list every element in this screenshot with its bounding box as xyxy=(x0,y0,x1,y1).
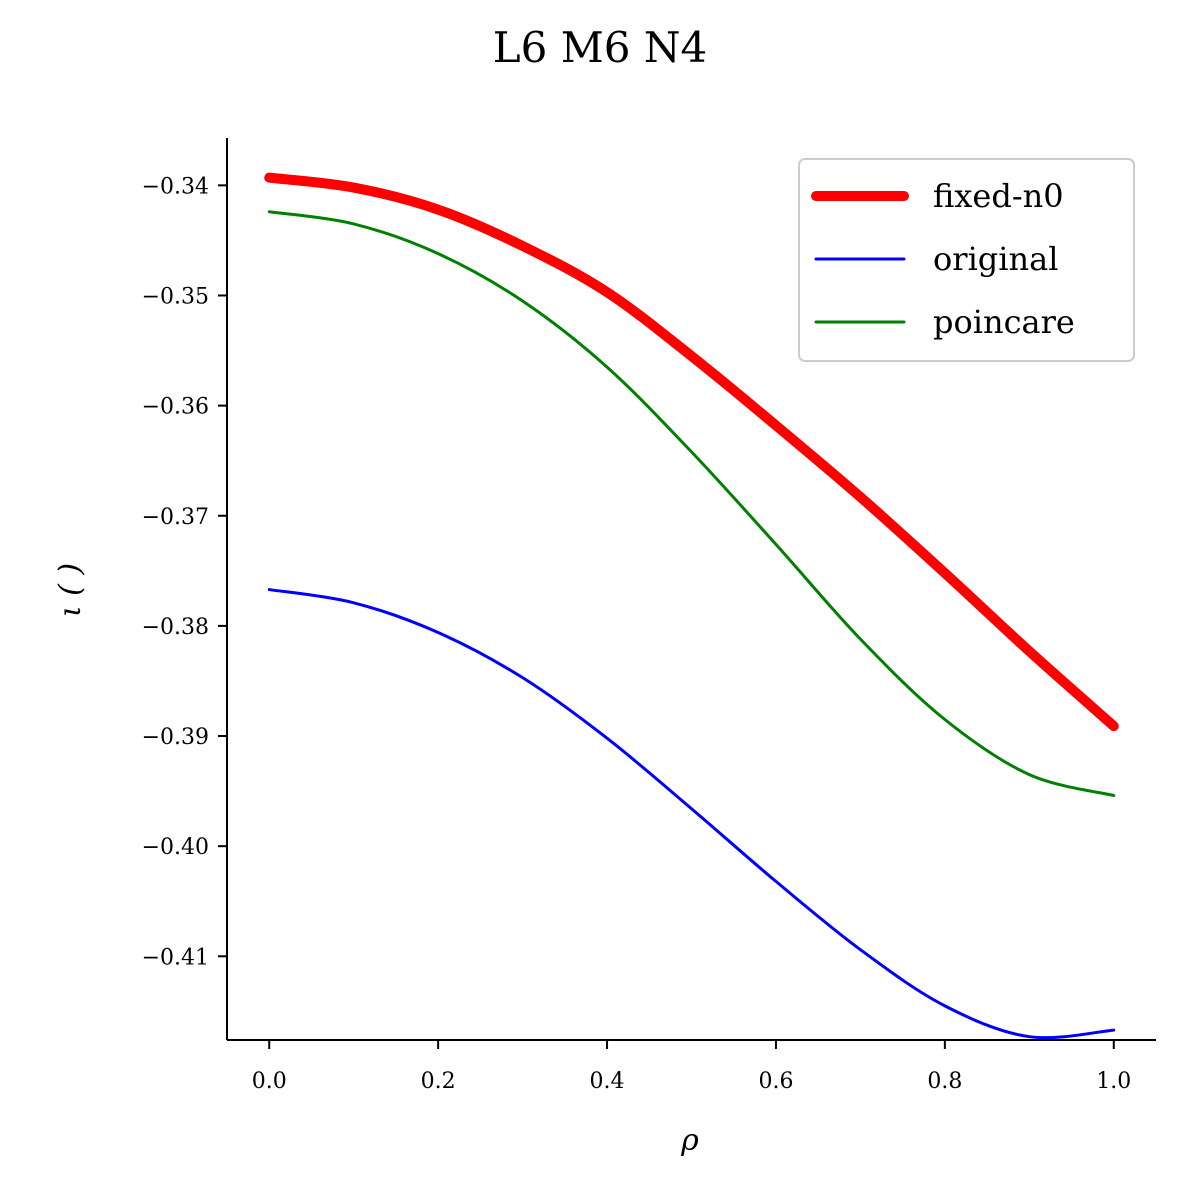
x-tick-label: 1.0 xyxy=(1096,1069,1131,1094)
x-tick-label: 0.4 xyxy=(590,1069,625,1094)
legend-label: fixed-n0 xyxy=(933,177,1064,215)
plot-area xyxy=(264,172,1119,1040)
legend-label: original xyxy=(933,240,1058,278)
y-tick-label: −0.39 xyxy=(142,725,209,750)
y-axis-label: ι ( ) xyxy=(53,563,88,617)
series-line-fixed-n0 xyxy=(264,172,1119,732)
x-tick-label: 0.2 xyxy=(421,1069,456,1094)
chart-title: L6 M6 N4 xyxy=(493,23,708,72)
series-line-poincare xyxy=(267,210,1116,797)
y-axis-ticks: −0.34 −0.35 −0.36 −0.37 −0.38 −0.39 −0.40 −0.41 xyxy=(142,174,227,970)
x-axis-ticks: 0.0 0.2 0.4 0.6 0.8 1.0 xyxy=(252,1040,1131,1094)
y-tick-label: −0.41 xyxy=(142,945,209,970)
series-line-original xyxy=(267,588,1116,1040)
legend-box xyxy=(798,158,1135,362)
legend-items: fixed-n0 original poincare xyxy=(811,177,1075,341)
y-tick-label: −0.38 xyxy=(142,615,209,640)
x-tick-label: 0.6 xyxy=(758,1069,793,1094)
y-tick-label: −0.34 xyxy=(142,174,209,199)
x-tick-label: 0.8 xyxy=(927,1069,962,1094)
y-tick-label: −0.35 xyxy=(142,284,209,309)
legend-label: poincare xyxy=(933,303,1075,341)
y-tick-label: −0.40 xyxy=(142,835,209,860)
x-tick-label: 0.0 xyxy=(252,1069,287,1094)
legend: fixed-n0 original poincare xyxy=(798,158,1135,362)
y-tick-label: −0.36 xyxy=(142,395,209,420)
y-tick-label: −0.37 xyxy=(142,505,209,530)
x-axis-label: ρ xyxy=(680,1123,699,1158)
